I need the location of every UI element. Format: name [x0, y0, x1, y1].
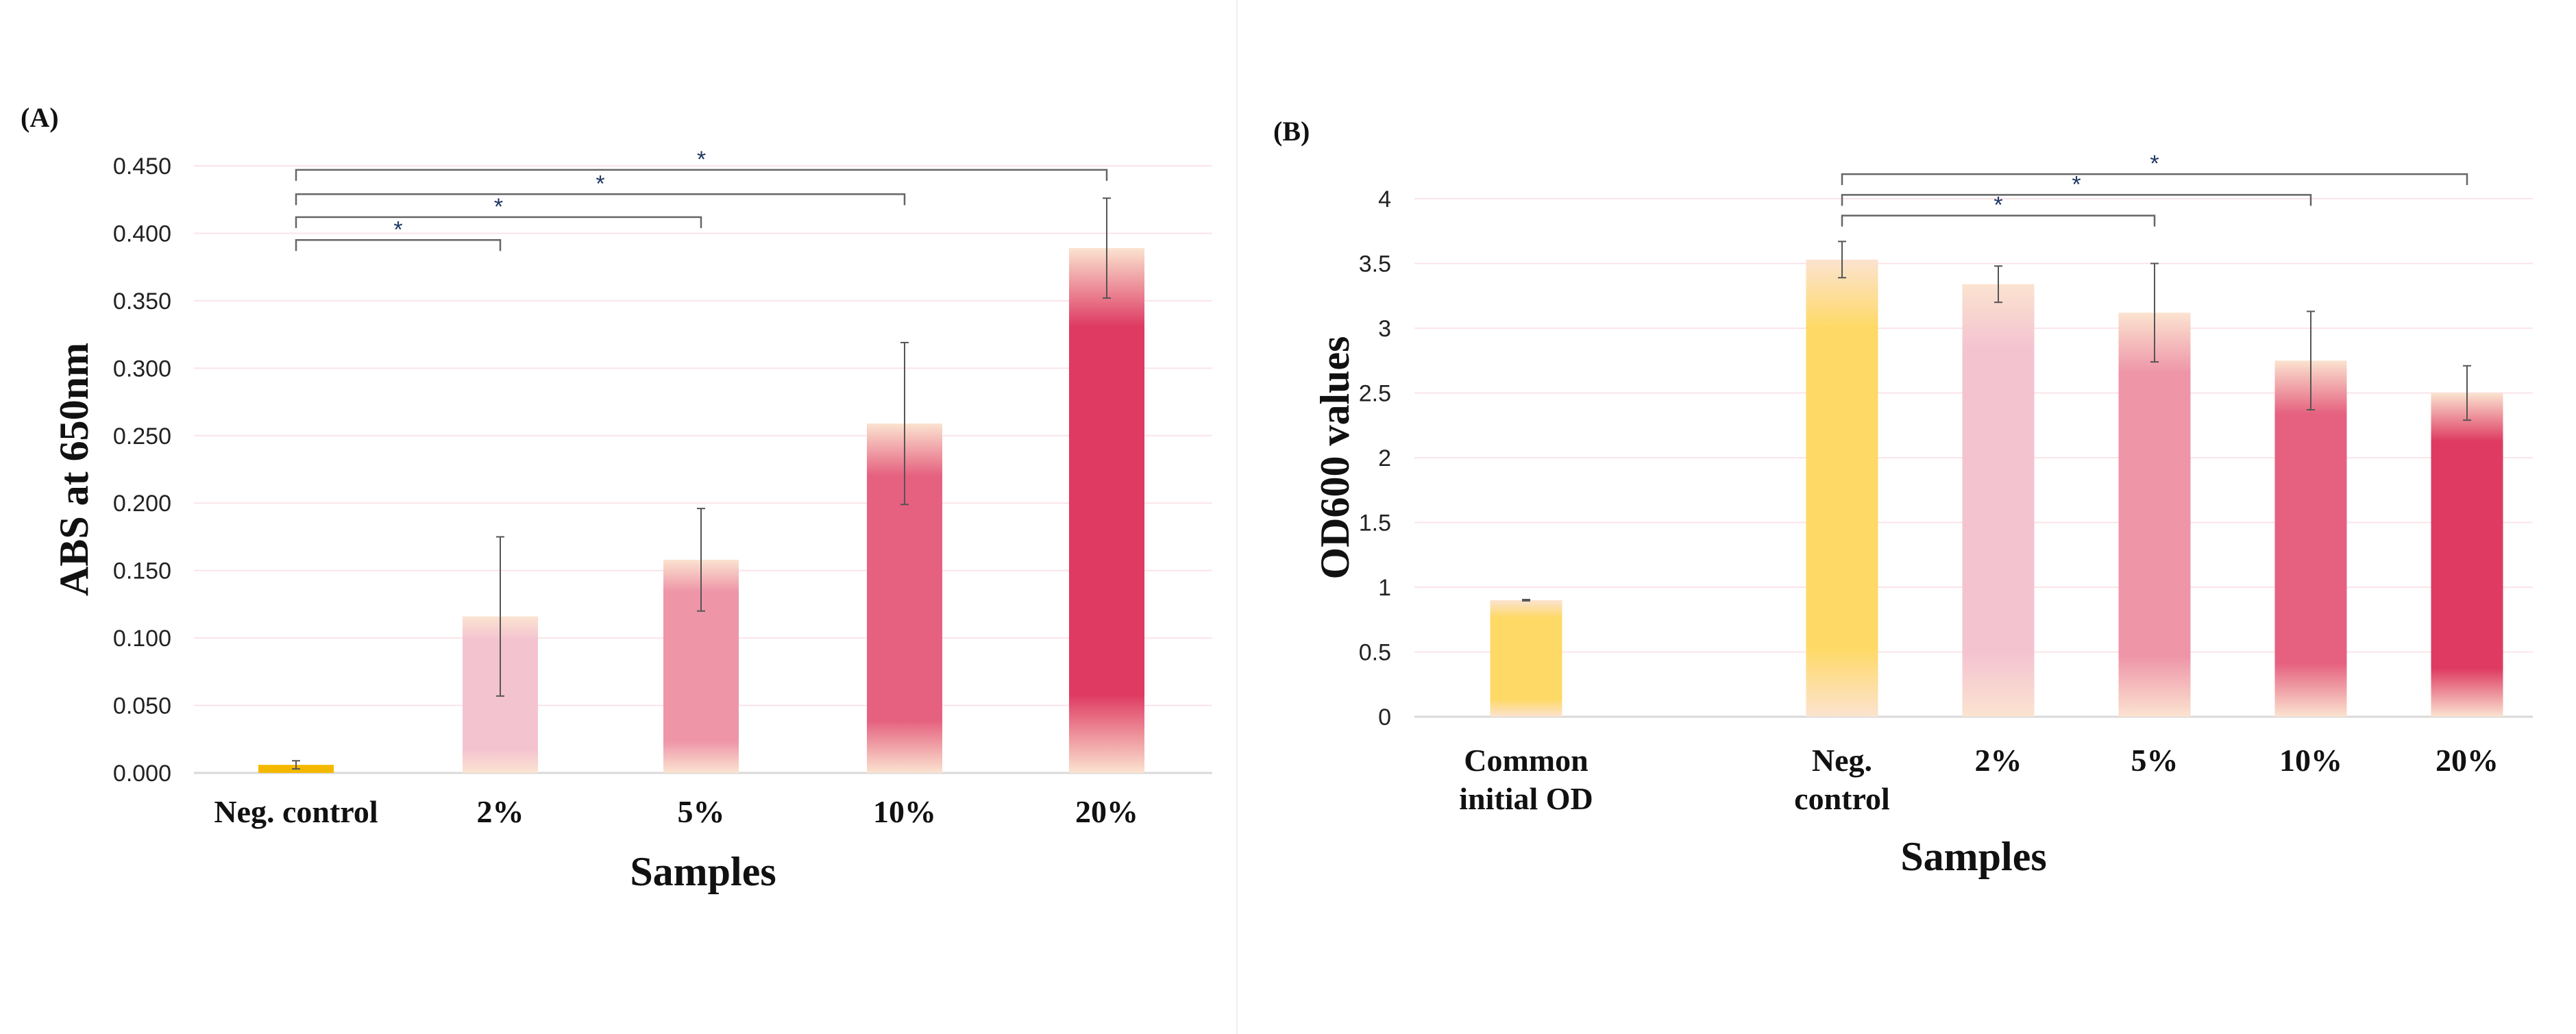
x-tick-label: 2% [1975, 743, 2022, 778]
bar [2431, 393, 2503, 717]
significance-star: * [494, 194, 503, 220]
significance-bracket [1841, 214, 2156, 227]
y-tick-label: 1.5 [1359, 510, 1391, 537]
y-tick-label: 0.000 [113, 761, 171, 787]
y-tick-label: 0.150 [113, 558, 171, 584]
y-tick-label: 2 [1378, 445, 1391, 471]
significance-bracket [295, 193, 906, 206]
y-tick-label: 0.050 [113, 693, 171, 719]
y-tick-label: 0.300 [113, 356, 171, 382]
x-tick-label: 10% [873, 794, 936, 829]
panel-label: (B) [1273, 116, 1310, 147]
significance-star: * [2072, 171, 2081, 197]
significance-bracket [295, 239, 502, 251]
significance-bracket [295, 169, 1108, 181]
bar [2274, 360, 2347, 717]
significance-star: * [697, 147, 706, 173]
y-tick-label: 2.5 [1359, 381, 1391, 407]
significance-star: * [1994, 193, 2002, 219]
significance-star: * [2150, 151, 2159, 177]
y-tick-label: 0.400 [113, 221, 171, 247]
bar [1962, 284, 2035, 717]
bar [1490, 600, 1562, 717]
y-tick-label: 3 [1378, 316, 1391, 342]
x-tick-label: Neg. [1812, 743, 1872, 778]
x-tick-label: 5% [678, 794, 725, 829]
y-tick-label: 1 [1378, 575, 1391, 601]
x-tick-label: 5% [2131, 743, 2179, 778]
significance-star: * [596, 171, 604, 197]
y-axis-title: OD600 values [1312, 336, 1358, 579]
x-tick-label: 10% [2279, 743, 2342, 778]
significance-bracket [1841, 194, 2312, 206]
y-tick-label: 0.100 [113, 626, 171, 652]
x-tick-label: Neg. control [214, 794, 378, 829]
panel-label: (A) [21, 102, 59, 133]
bar [1069, 248, 1144, 773]
x-tick-label: Common [1464, 743, 1588, 778]
y-tick-label: 0.250 [113, 423, 171, 450]
significance-bracket [295, 216, 702, 228]
x-tick-label: 2% [477, 794, 524, 829]
x-axis-title: Samples [1900, 834, 2046, 879]
significance-bracket [1841, 173, 2468, 186]
x-tick-label: 20% [1075, 794, 1138, 829]
y-axis-title: ABS at 650nm [51, 343, 97, 596]
x-tick-label: control [1794, 781, 1890, 816]
significance-star: * [393, 217, 402, 243]
y-tick-label: 0.350 [113, 288, 171, 315]
x-tick-label: initial OD [1459, 781, 1593, 816]
bar [2118, 312, 2191, 717]
chart-panel-a: (A) 0.000 0.050 0.100 0.150 0.200 0.250 0.300 0.… [21, 102, 1212, 894]
y-tick-label: 3.5 [1359, 251, 1391, 278]
y-tick-label: 0.5 [1359, 640, 1391, 666]
bar [1806, 259, 1878, 717]
x-axis-title: Samples [630, 849, 776, 894]
y-tick-label: 0.450 [113, 153, 171, 180]
y-tick-label: 0.200 [113, 491, 171, 517]
y-tick-label: 0 [1378, 704, 1391, 730]
x-tick-label: 20% [2436, 743, 2499, 778]
y-tick-label: 4 [1378, 186, 1391, 212]
